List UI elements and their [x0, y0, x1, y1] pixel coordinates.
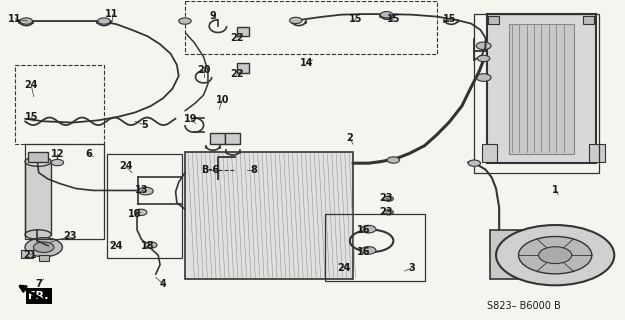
Text: 5: 5 [141, 120, 148, 130]
Text: 15: 15 [24, 112, 38, 122]
Text: 15: 15 [387, 14, 400, 24]
Text: 24: 24 [24, 80, 38, 91]
Circle shape [25, 238, 62, 257]
Circle shape [51, 159, 64, 166]
Bar [28, 152, 48, 162]
Bar [25, 144, 104, 239]
Circle shape [361, 247, 376, 254]
Bar [211, 133, 226, 144]
Text: 11: 11 [8, 14, 22, 24]
Circle shape [383, 210, 393, 215]
Text: 4: 4 [160, 279, 166, 289]
Text: 3: 3 [409, 263, 416, 273]
Circle shape [179, 18, 191, 24]
Bar [15, 65, 104, 144]
Text: 22: 22 [230, 33, 243, 43]
Text: 16: 16 [357, 247, 370, 257]
Ellipse shape [25, 230, 51, 239]
Text: 15: 15 [349, 14, 362, 24]
Circle shape [289, 17, 302, 24]
Text: 24: 24 [337, 263, 351, 273]
Text: 20: 20 [197, 65, 211, 75]
Circle shape [138, 187, 153, 195]
Text: 22: 22 [230, 69, 243, 79]
Text: 19: 19 [184, 114, 198, 124]
Text: 13: 13 [134, 185, 148, 195]
Circle shape [468, 160, 481, 166]
Circle shape [144, 242, 157, 248]
Circle shape [383, 196, 393, 201]
Circle shape [476, 74, 491, 81]
Bar [237, 27, 249, 36]
Circle shape [98, 18, 110, 24]
Circle shape [496, 225, 614, 285]
Bar [21, 251, 32, 258]
Circle shape [539, 247, 572, 264]
Bar [509, 24, 574, 154]
Text: 18: 18 [141, 241, 154, 251]
Text: 2: 2 [346, 133, 353, 143]
Bar [185, 1, 437, 54]
Text: 24: 24 [119, 161, 132, 171]
Bar [107, 154, 182, 258]
Text: 23: 23 [63, 231, 77, 241]
Text: 7: 7 [36, 279, 42, 289]
Bar [487, 14, 596, 163]
Text: 1: 1 [552, 185, 559, 195]
Bar [488, 16, 499, 24]
Text: 9: 9 [209, 11, 216, 21]
Text: 23: 23 [379, 193, 392, 203]
Text: 21: 21 [23, 250, 37, 260]
Bar [474, 14, 599, 173]
Text: 8: 8 [251, 164, 258, 174]
Ellipse shape [25, 157, 51, 166]
Circle shape [134, 209, 147, 215]
Text: 12: 12 [51, 149, 64, 159]
Circle shape [519, 236, 592, 274]
Bar [237, 63, 249, 73]
Circle shape [381, 12, 392, 18]
Text: 15: 15 [442, 14, 456, 24]
Bar [490, 230, 555, 279]
Text: 16: 16 [357, 225, 370, 235]
Text: 11: 11 [106, 9, 119, 19]
Circle shape [387, 157, 399, 163]
Text: S823– B6000 B: S823– B6000 B [487, 301, 561, 311]
Bar [482, 144, 498, 162]
Text: 18: 18 [128, 209, 142, 219]
Bar [589, 144, 605, 162]
Text: 6: 6 [85, 149, 92, 159]
Text: 14: 14 [299, 58, 313, 68]
Text: 10: 10 [216, 95, 229, 105]
Bar [325, 214, 424, 281]
Circle shape [20, 18, 32, 24]
Bar [39, 255, 49, 261]
Bar [226, 133, 241, 144]
Bar [583, 16, 594, 24]
Bar [25, 162, 51, 235]
Circle shape [476, 42, 491, 50]
Text: FR.: FR. [29, 291, 49, 301]
Text: 24: 24 [110, 241, 123, 251]
Bar [185, 152, 353, 279]
Text: 23: 23 [379, 207, 392, 217]
Circle shape [361, 225, 376, 233]
Text: B-6: B-6 [201, 164, 219, 174]
Circle shape [33, 242, 54, 252]
Circle shape [478, 55, 490, 62]
